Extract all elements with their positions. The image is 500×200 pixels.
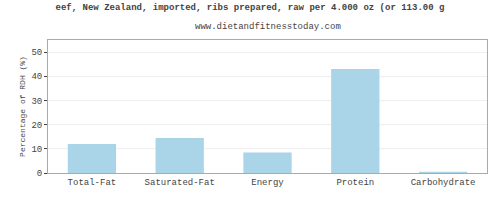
svg-text:eef, New Zealand, imported, ri: eef, New Zealand, imported, ribs prepare…	[56, 3, 445, 13]
svg-text:40: 40	[31, 72, 42, 82]
svg-text:20: 20	[31, 121, 42, 131]
svg-text:Protein: Protein	[336, 178, 374, 188]
svg-text:Carbohydrate: Carbohydrate	[411, 178, 476, 188]
svg-text:Total-Fat: Total-Fat	[68, 178, 117, 188]
svg-text:Energy: Energy	[251, 178, 284, 188]
svg-text:Percentage of RDH (%): Percentage of RDH (%)	[18, 56, 27, 157]
svg-text:0: 0	[37, 169, 42, 179]
svg-text:10: 10	[31, 145, 42, 155]
svg-text:Saturated-Fat: Saturated-Fat	[145, 178, 215, 188]
svg-text:50: 50	[31, 48, 42, 58]
svg-text:30: 30	[31, 97, 42, 107]
svg-text:www.dietandfitnesstoday.com: www.dietandfitnesstoday.com	[195, 22, 341, 32]
